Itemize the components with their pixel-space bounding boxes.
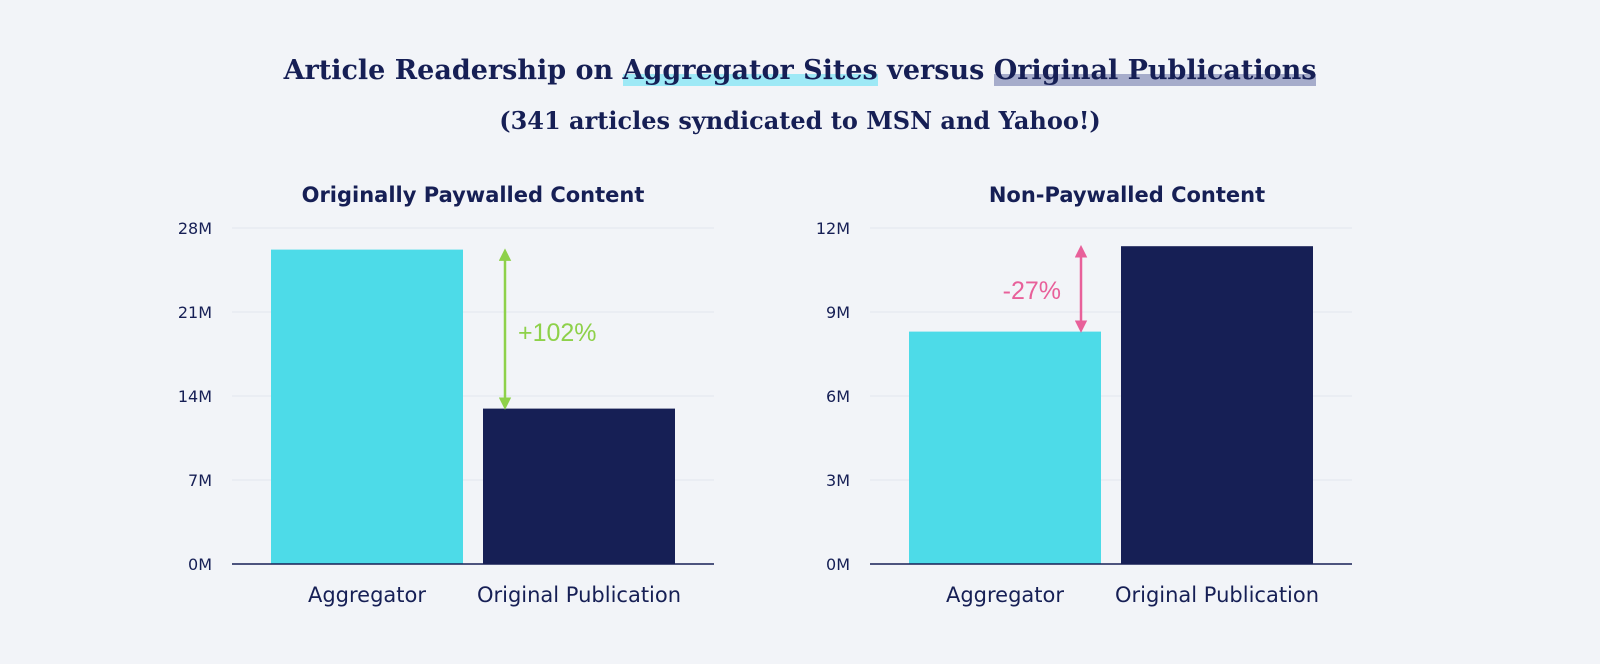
x-category-label: Original Publication <box>477 583 681 607</box>
main-subtitle: (341 articles syndicated to MSN and Yaho… <box>499 106 1101 135</box>
chart-title: Originally Paywalled Content <box>302 183 645 207</box>
title-part-1: Article Readership on <box>283 55 623 86</box>
main-title: Article Readership on Aggregator Sites v… <box>0 55 1600 86</box>
x-category-label: Original Publication <box>1115 583 1319 607</box>
chart-header: Article Readership on Aggregator Sites v… <box>0 0 1600 160</box>
y-tick-label: 14M <box>178 387 212 406</box>
y-tick-label: 28M <box>178 219 212 238</box>
paywalled-chart: Originally Paywalled Content 0M 7M 14M 21M 28… <box>178 183 714 607</box>
y-tick-label: 0M <box>826 555 850 574</box>
y-tick-label: 0M <box>188 555 212 574</box>
title-highlight-aggregator: Aggregator Sites <box>622 55 878 86</box>
y-tick-label: 12M <box>816 219 850 238</box>
bar-aggregator <box>271 249 463 564</box>
chart-title: Non-Paywalled Content <box>989 183 1265 207</box>
bar-original-publication <box>1121 246 1313 564</box>
y-tick-label: 3M <box>826 471 850 490</box>
change-percentage-label: -27% <box>1003 277 1061 305</box>
bar-aggregator <box>909 331 1101 564</box>
title-highlight-original: Original Publications <box>993 55 1317 86</box>
title-part-3: versus <box>877 55 994 86</box>
x-category-label: Aggregator <box>946 583 1064 607</box>
non-paywalled-chart: Non-Paywalled Content 0M 3M 6M 9M 12M Aggregat… <box>816 183 1352 607</box>
y-tick-label: 9M <box>826 303 850 322</box>
y-tick-label: 7M <box>188 471 212 490</box>
bar-original-publication <box>483 408 675 564</box>
y-tick-label: 21M <box>178 303 212 322</box>
y-tick-label: 6M <box>826 387 850 406</box>
x-category-label: Aggregator <box>308 583 426 607</box>
change-percentage-label: +102% <box>518 319 597 347</box>
